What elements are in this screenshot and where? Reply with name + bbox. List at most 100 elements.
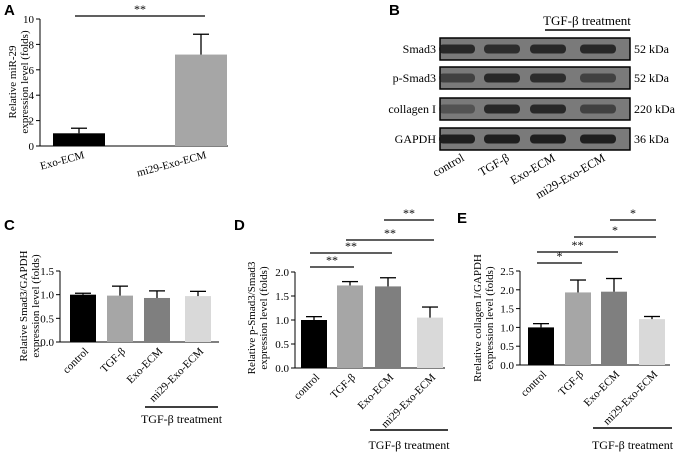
chart-d-treatment-label: TGF-β treatment xyxy=(368,438,450,452)
chart-d-sig-label: ** xyxy=(326,253,338,267)
chart-d-category-label: TGF-β xyxy=(328,371,358,401)
blot-band xyxy=(439,44,475,54)
chart-e-bar xyxy=(601,291,627,365)
chart-e-category-label: control xyxy=(519,369,550,400)
chart-d-ytick-label: 0.5 xyxy=(275,339,289,351)
chart-e-sig-label: * xyxy=(612,223,618,237)
chart-d-category-label: control xyxy=(292,372,323,403)
blot-band xyxy=(530,104,566,114)
chart-d-sig-label: ** xyxy=(403,206,415,220)
chart-c-smad3: 0.0 0.5 1.0 1.5 Relative Smad3/GAPDH expressi… xyxy=(18,250,223,426)
blot-band xyxy=(484,134,520,144)
chart-d-sig-label: ** xyxy=(384,226,396,240)
chart-e-bar xyxy=(639,319,665,365)
blot-band xyxy=(580,44,616,54)
blot-band xyxy=(484,104,520,114)
chart-e-sig-label: ** xyxy=(572,238,584,252)
chart-e-collagen: 0.0 0.5 1.0 1.5 2.0 2.5 Rrelative collagen I/G… xyxy=(472,206,674,452)
chart-a-ylabel: Relative miR-29 xyxy=(7,45,19,119)
chart-e-ytick-label: 1.0 xyxy=(500,322,514,334)
chart-c-bar xyxy=(107,295,133,342)
chart-e-treatment-label: TGF-β treatment xyxy=(592,438,674,452)
chart-a-ytick-label: 10 xyxy=(23,14,35,26)
blot-kda-label: 220 kDa xyxy=(634,102,676,116)
chart-c-treatment-label: TGF-β treatment xyxy=(141,412,223,426)
chart-e-sig-label: * xyxy=(557,249,563,263)
blot-band xyxy=(530,134,566,144)
chart-c-ytick-label: 1.5 xyxy=(40,266,54,278)
chart-a-ytick-label: 6 xyxy=(29,65,35,77)
blot-band xyxy=(439,134,475,144)
chart-c-bar xyxy=(185,296,211,342)
chart-c-category-label: TGF-β xyxy=(98,345,128,375)
chart-c-bar xyxy=(70,294,96,342)
chart-a-ytick-label: 4 xyxy=(29,90,35,102)
blot-lane-label: control xyxy=(430,150,467,179)
chart-a-bar xyxy=(175,54,227,147)
chart-e-sig-label: * xyxy=(630,206,636,220)
chart-a-ylabel: expression level (folds) xyxy=(19,30,31,134)
blot-band xyxy=(580,73,616,83)
chart-a-miR29: 0 2 4 6 8 10 Relative miR-29 expression level (… xyxy=(7,2,228,179)
chart-c-ytick-label: 0.5 xyxy=(40,313,54,325)
blot-row-label: GAPDH xyxy=(395,132,437,146)
chart-d-category-label: Exo-ECM xyxy=(356,371,397,412)
chart-c-ytick-label: 0.0 xyxy=(40,337,54,349)
blot-band xyxy=(484,44,520,54)
chart-a-sig-label: ** xyxy=(134,2,146,16)
blot-kda-label: 36 kDa xyxy=(634,132,670,146)
chart-e-bar xyxy=(528,327,554,365)
chart-a-ytick-label: 2 xyxy=(29,116,35,128)
panel-label-a: A xyxy=(4,2,15,19)
chart-c-category-label: control xyxy=(61,346,92,377)
panel-label-d: D xyxy=(234,217,245,234)
blot-row-label: Smad3 xyxy=(403,42,436,56)
chart-d-ylabel: expression level (folds) xyxy=(258,266,270,370)
panel-label-b: B xyxy=(389,2,400,19)
panel-label-e: E xyxy=(457,210,467,227)
chart-d-psmad3: 0.0 0.5 1.0 1.5 2.0 Relative p-Smad3/Smad3 exp… xyxy=(246,206,450,452)
chart-c-ylabel: Relative Smad3/GAPDH xyxy=(18,250,30,361)
blot-band xyxy=(530,44,566,54)
chart-e-ylabel: Rrelative collagen I/GAPDH xyxy=(472,254,484,382)
chart-a-bar xyxy=(53,133,105,146)
chart-e-ytick-label: 2.0 xyxy=(500,285,514,297)
western-blot: TGF-β treatment Smad3 52 kDa p-Smad3 52 kDa c… xyxy=(388,13,675,202)
chart-e-ytick-label: 2.5 xyxy=(500,266,514,278)
chart-d-ytick-label: 1.5 xyxy=(275,291,289,303)
chart-c-ytick-label: 1.0 xyxy=(40,290,54,302)
chart-d-sig-label: ** xyxy=(345,239,357,253)
chart-d-ylabel: Relative p-Smad3/Smad3 xyxy=(246,261,258,374)
chart-a-category-label: mi29-Exo-ECM xyxy=(136,149,208,179)
chart-e-bar xyxy=(565,292,591,365)
chart-e-ytick-label: 0.0 xyxy=(500,360,514,372)
blot-treatment-label: TGF-β treatment xyxy=(543,13,631,28)
panel-label-c: C xyxy=(4,217,15,234)
blot-band xyxy=(530,73,566,83)
chart-e-ytick-label: 1.5 xyxy=(500,304,514,316)
blot-band xyxy=(580,104,616,114)
chart-c-bar xyxy=(144,297,170,342)
chart-d-ytick-label: 2.0 xyxy=(275,267,289,279)
chart-e-category-label: TGF-β xyxy=(556,368,586,398)
blot-band xyxy=(580,134,616,144)
chart-d-bar xyxy=(337,285,363,368)
chart-a-ytick-label: 0 xyxy=(29,141,35,153)
blot-band xyxy=(439,104,475,114)
blot-band xyxy=(439,73,475,83)
blot-row-label: collagen I xyxy=(388,102,436,116)
chart-d-bar xyxy=(375,286,401,368)
chart-e-ytick-label: 0.5 xyxy=(500,341,514,353)
chart-a-category-label: Exo-ECM xyxy=(39,149,86,172)
chart-a-ytick-label: 8 xyxy=(29,39,35,51)
blot-kda-label: 52 kDa xyxy=(634,71,670,85)
chart-d-ytick-label: 1.0 xyxy=(275,315,289,327)
chart-c-ylabel: expression level (folds) xyxy=(30,254,42,358)
blot-row-label: p-Smad3 xyxy=(393,71,436,85)
chart-d-bar xyxy=(301,320,327,368)
blot-kda-label: 52 kDa xyxy=(634,42,670,56)
chart-c-category-label: Exo-ECM xyxy=(125,345,166,386)
chart-e-ylabel: expression level (folds) xyxy=(484,266,496,370)
blot-band xyxy=(484,73,520,83)
